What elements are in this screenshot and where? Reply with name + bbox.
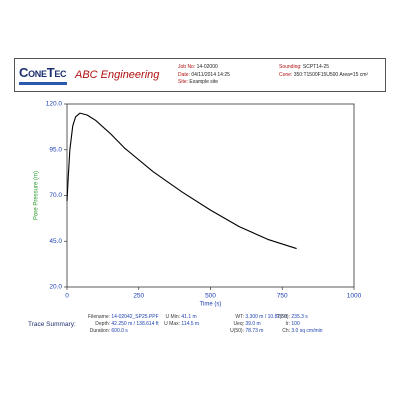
field-value: SCPT14-25 bbox=[302, 64, 330, 70]
summary-column: Filename: 14-02042_SP25.PPF Depth: 42.250… bbox=[80, 314, 159, 336]
summary-value: 42.250 m / 138.614 ft bbox=[111, 321, 159, 328]
summary-value: 100 bbox=[291, 321, 300, 328]
logo-bar bbox=[19, 82, 67, 85]
field-label: Date: bbox=[178, 71, 190, 78]
y-tick-label: 95.0 bbox=[49, 146, 62, 153]
summary-row: Ueq: 39.0 m bbox=[222, 321, 287, 328]
summary-label: Depth: bbox=[95, 321, 110, 328]
y-tick-label: 120.0 bbox=[46, 101, 63, 108]
summary-row: Duration: 600.0 s bbox=[80, 328, 159, 335]
summary-row: Ir: 100 bbox=[276, 321, 323, 328]
x-axis-label: Time (s) bbox=[200, 302, 222, 308]
y-tick-label: 70.0 bbox=[49, 192, 62, 199]
summary-row: U Min: 41.1 m bbox=[164, 314, 199, 321]
field-value: 14-02000 bbox=[196, 64, 218, 70]
summary-row: WT: 3.300 m / 10.827 ft bbox=[222, 314, 287, 321]
field-row: Cone: 350:T1500F15U500 Area=15 cm² bbox=[279, 72, 368, 80]
summary-row: Depth: 42.250 m / 138.614 ft bbox=[80, 321, 159, 328]
summary-label: U(50): bbox=[230, 328, 244, 335]
field-row: Job No: 14-02000 bbox=[178, 64, 230, 72]
summary-title: Trace Summary: bbox=[28, 321, 76, 328]
plot-frame bbox=[66, 103, 355, 288]
field-value: Example site bbox=[189, 79, 219, 85]
field-label: Job No: bbox=[178, 64, 196, 70]
summary-row: U Max: 114.5 m bbox=[164, 321, 199, 328]
field-label: Site: bbox=[178, 79, 189, 85]
field-row: Sounding: SCPT14-25 bbox=[279, 64, 368, 72]
field-row: Site: Example site bbox=[178, 79, 230, 87]
summary-column: WT: 3.300 m / 10.827 ft Ueq: 39.0 m U(50):… bbox=[222, 314, 287, 336]
field-value: 350:T1500F15U500 Area=15 cm² bbox=[293, 71, 369, 78]
summary-value: 78.73 m bbox=[245, 328, 264, 335]
summary-value: 3.300 m / 10.827 ft bbox=[245, 314, 288, 320]
field-label: Cone: bbox=[279, 71, 293, 78]
summary-row: T(50): 235.3 s bbox=[276, 314, 323, 321]
x-tick-label: 250 bbox=[133, 293, 144, 300]
y-tick-label: 45.0 bbox=[49, 238, 62, 245]
summary-row: U(50): 78.73 m bbox=[222, 328, 287, 335]
x-tick-label: 0 bbox=[65, 293, 69, 300]
summary-label: Ir: bbox=[285, 321, 290, 328]
summary-label: Filename: bbox=[88, 314, 110, 320]
summary-label: Duration: bbox=[89, 328, 110, 335]
summary-value: 3.0 sq cm/min bbox=[291, 328, 323, 335]
x-tick-label: 500 bbox=[205, 293, 216, 300]
summary-label: U Min: bbox=[165, 314, 180, 320]
field-row: Date: 04/11/2014 14:25 bbox=[178, 72, 230, 80]
report-header: ConeTec ABC Engineering Job No: 14-02000… bbox=[14, 58, 386, 92]
field-label: Sounding: bbox=[279, 64, 302, 70]
logo: ConeTec bbox=[19, 65, 67, 80]
chart: 20.0 45.0 70.0 95.0 120.0 0 250 500 750 1000 Time … bbox=[34, 101, 362, 308]
data-line bbox=[66, 112, 297, 250]
header-fields: Sounding: SCPT14-25 Cone: 350:T1500F15U50… bbox=[279, 64, 368, 79]
summary-value: 14-02042_SP25.PPF bbox=[111, 314, 159, 320]
field-value: 04/11/2014 14:25 bbox=[191, 71, 230, 78]
x-tick-label: 1000 bbox=[347, 293, 362, 300]
summary-row: Ch: 3.0 sq cm/min bbox=[276, 328, 323, 335]
summary-label: Ueq: bbox=[233, 321, 244, 328]
summary-row: Filename: 14-02042_SP25.PPF bbox=[80, 314, 159, 321]
summary-value: 600.0 s bbox=[111, 328, 128, 335]
y-axis-label: Pore Pressure (m) bbox=[34, 171, 40, 220]
x-tick-label: 750 bbox=[277, 293, 288, 300]
header-fields: Job No: 14-02000 Date: 04/11/2014 14:25 Si… bbox=[178, 64, 230, 87]
summary-value: 114.5 m bbox=[181, 321, 200, 328]
summary-label: WT: bbox=[235, 314, 244, 320]
summary-label: T(50): bbox=[276, 314, 290, 320]
summary-value: 41.1 m bbox=[181, 314, 197, 320]
summary-column: T(50): 235.3 s Ir: 100 Ch: 3.0 sq cm/min bbox=[276, 314, 323, 336]
summary-label: Ch: bbox=[282, 328, 290, 335]
y-tick-label: 20.0 bbox=[49, 284, 62, 291]
summary-value: 235.3 s bbox=[291, 314, 308, 320]
summary-value: 39.0 m bbox=[245, 321, 261, 328]
company-name: ABC Engineering bbox=[75, 69, 160, 81]
summary-label: U Max: bbox=[164, 321, 180, 328]
